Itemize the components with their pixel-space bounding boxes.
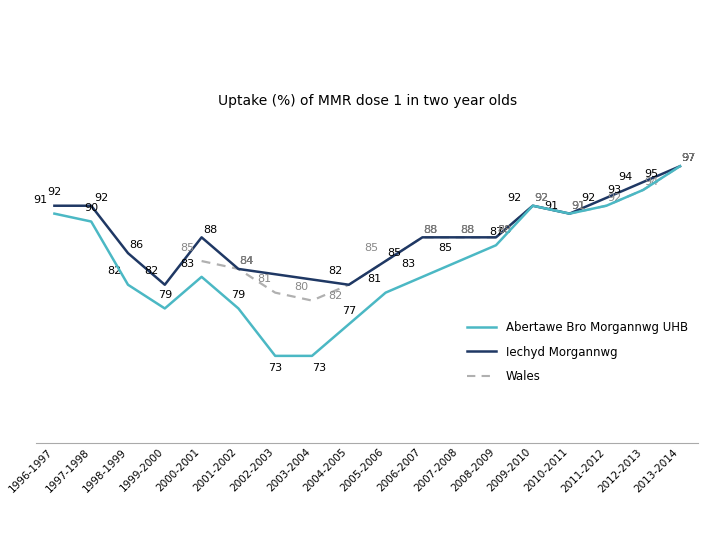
- Text: 91: 91: [544, 201, 559, 211]
- Text: 92: 92: [534, 193, 548, 203]
- Text: 83: 83: [181, 259, 195, 268]
- Text: 88: 88: [203, 225, 217, 234]
- Text: 92: 92: [534, 193, 548, 203]
- Text: 88: 88: [498, 225, 511, 234]
- Text: 92: 92: [581, 193, 595, 203]
- Text: 97: 97: [681, 153, 696, 164]
- Text: 88: 88: [423, 225, 438, 234]
- Text: 91: 91: [571, 201, 585, 211]
- Text: 84: 84: [240, 256, 254, 266]
- Text: 85: 85: [438, 242, 452, 253]
- Text: 81: 81: [367, 274, 382, 285]
- Text: 87: 87: [489, 227, 503, 237]
- Text: 85: 85: [387, 248, 401, 258]
- Text: 92: 92: [508, 193, 522, 203]
- Text: 81: 81: [257, 274, 271, 285]
- Text: 88: 88: [460, 225, 474, 234]
- Text: 94: 94: [618, 172, 632, 181]
- Text: 95: 95: [644, 169, 659, 179]
- Text: 84: 84: [240, 256, 254, 266]
- Text: 97: 97: [681, 153, 696, 164]
- Text: 82: 82: [328, 266, 342, 276]
- Text: 88: 88: [423, 225, 438, 234]
- Text: 85: 85: [364, 242, 379, 253]
- Text: 88: 88: [460, 225, 474, 234]
- Text: 91: 91: [571, 201, 585, 211]
- Text: 97: 97: [681, 153, 696, 164]
- Text: Source: Public Health Wales quarterly COVER reports, correct as at June 2014: Source: Public Health Wales quarterly CO…: [7, 64, 393, 74]
- Text: 73: 73: [312, 362, 326, 373]
- Text: 86: 86: [130, 240, 143, 251]
- Text: 73: 73: [268, 362, 282, 373]
- Text: 82: 82: [107, 266, 121, 276]
- Text: Annual uptake of first dose of MMR, current Abertawe Bro: Annual uptake of first dose of MMR, curr…: [7, 8, 490, 23]
- Text: 77: 77: [342, 306, 356, 316]
- Text: 79: 79: [158, 290, 172, 300]
- Text: 85: 85: [181, 242, 195, 253]
- Text: 92: 92: [608, 193, 622, 203]
- Text: 93: 93: [608, 185, 622, 195]
- Text: Public Health Wales Vaccine Preventable Disease Programme - 2014: Public Health Wales Vaccine Preventable …: [7, 86, 348, 96]
- Text: 83: 83: [402, 259, 415, 268]
- Title: Uptake (%) of MMR dose 1 in two year olds: Uptake (%) of MMR dose 1 in two year old…: [217, 94, 517, 108]
- Text: 94: 94: [644, 177, 659, 187]
- Text: 92: 92: [94, 193, 108, 203]
- Text: 88: 88: [498, 225, 511, 234]
- Text: 92: 92: [48, 187, 61, 198]
- Text: 79: 79: [231, 290, 246, 300]
- Text: 91: 91: [33, 195, 48, 205]
- Text: 82: 82: [328, 292, 342, 301]
- Legend: Abertawe Bro Morgannwg UHB, Iechyd Morgannwg, Wales: Abertawe Bro Morgannwg UHB, Iechyd Morga…: [462, 316, 693, 388]
- Text: 90: 90: [84, 203, 98, 213]
- Text: 82: 82: [144, 266, 158, 276]
- Text: Morgannwg UHB area, 1996 - 2014 (April – March years): Morgannwg UHB area, 1996 - 2014 (April –…: [7, 34, 472, 49]
- Text: 80: 80: [294, 282, 308, 292]
